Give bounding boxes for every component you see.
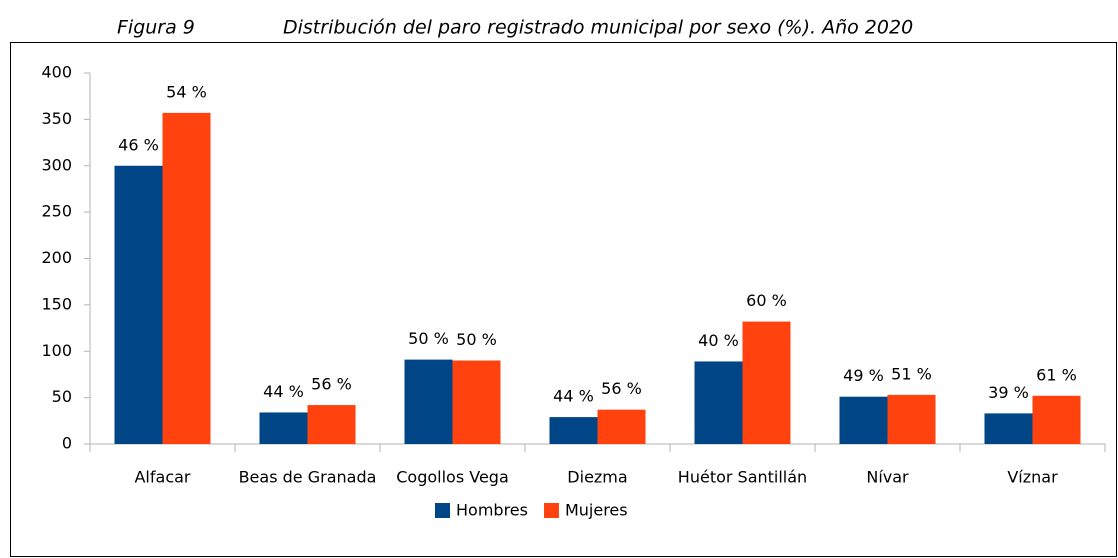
x-tick-label: Alfacar <box>134 468 190 487</box>
data-label: 44 % <box>263 382 304 401</box>
data-label: 56 % <box>601 379 642 398</box>
x-tick-label: Cogollos Vega <box>396 468 509 487</box>
legend-swatch <box>543 503 559 518</box>
data-label: 50 % <box>456 330 497 349</box>
x-tick-label: Huétor Santillán <box>678 468 807 487</box>
y-tick-label: 100 <box>41 341 72 360</box>
bar <box>839 396 888 444</box>
figure-number: Figura 9 <box>117 17 195 39</box>
bar <box>307 405 356 444</box>
bar <box>114 165 163 444</box>
data-label: 54 % <box>166 82 207 101</box>
chart-frame <box>10 42 1117 557</box>
y-tick-label: 250 <box>41 202 72 221</box>
bar <box>694 361 743 444</box>
bar <box>887 394 936 444</box>
y-tick-label: 300 <box>41 155 72 174</box>
x-tick-label: Nívar <box>866 468 909 487</box>
x-tick-label: Diezma <box>567 468 627 487</box>
data-label: 46 % <box>118 135 159 154</box>
y-tick-label: 50 <box>52 387 72 406</box>
data-label: 40 % <box>698 331 739 350</box>
bar <box>259 412 308 444</box>
data-label: 51 % <box>891 364 932 383</box>
legend-label: Hombres <box>456 501 528 520</box>
bar <box>742 321 791 444</box>
data-label: 39 % <box>988 383 1029 402</box>
y-tick-label: 400 <box>41 63 72 82</box>
data-label: 49 % <box>843 366 884 385</box>
data-label: 50 % <box>408 329 449 348</box>
data-label: 61 % <box>1036 365 1077 384</box>
legend-swatch <box>435 503 450 518</box>
bar <box>597 409 646 444</box>
data-label: 44 % <box>553 387 594 406</box>
y-tick-label: 0 <box>62 434 72 453</box>
x-tick-label: Beas de Granada <box>239 468 377 487</box>
chart-title: Distribución del paro registrado municip… <box>283 17 913 39</box>
y-tick-label: 150 <box>41 294 72 313</box>
x-tick-label: Víznar <box>1007 468 1058 487</box>
y-tick-label: 350 <box>41 109 72 128</box>
data-label: 56 % <box>311 375 352 394</box>
data-label: 60 % <box>746 291 787 310</box>
bar <box>162 112 211 444</box>
legend-label: Mujeres <box>565 501 628 520</box>
y-tick-label: 200 <box>41 248 72 267</box>
bar <box>984 413 1033 444</box>
bar <box>404 359 453 444</box>
bar <box>452 360 501 444</box>
bar <box>549 417 598 444</box>
bar <box>1032 395 1081 444</box>
